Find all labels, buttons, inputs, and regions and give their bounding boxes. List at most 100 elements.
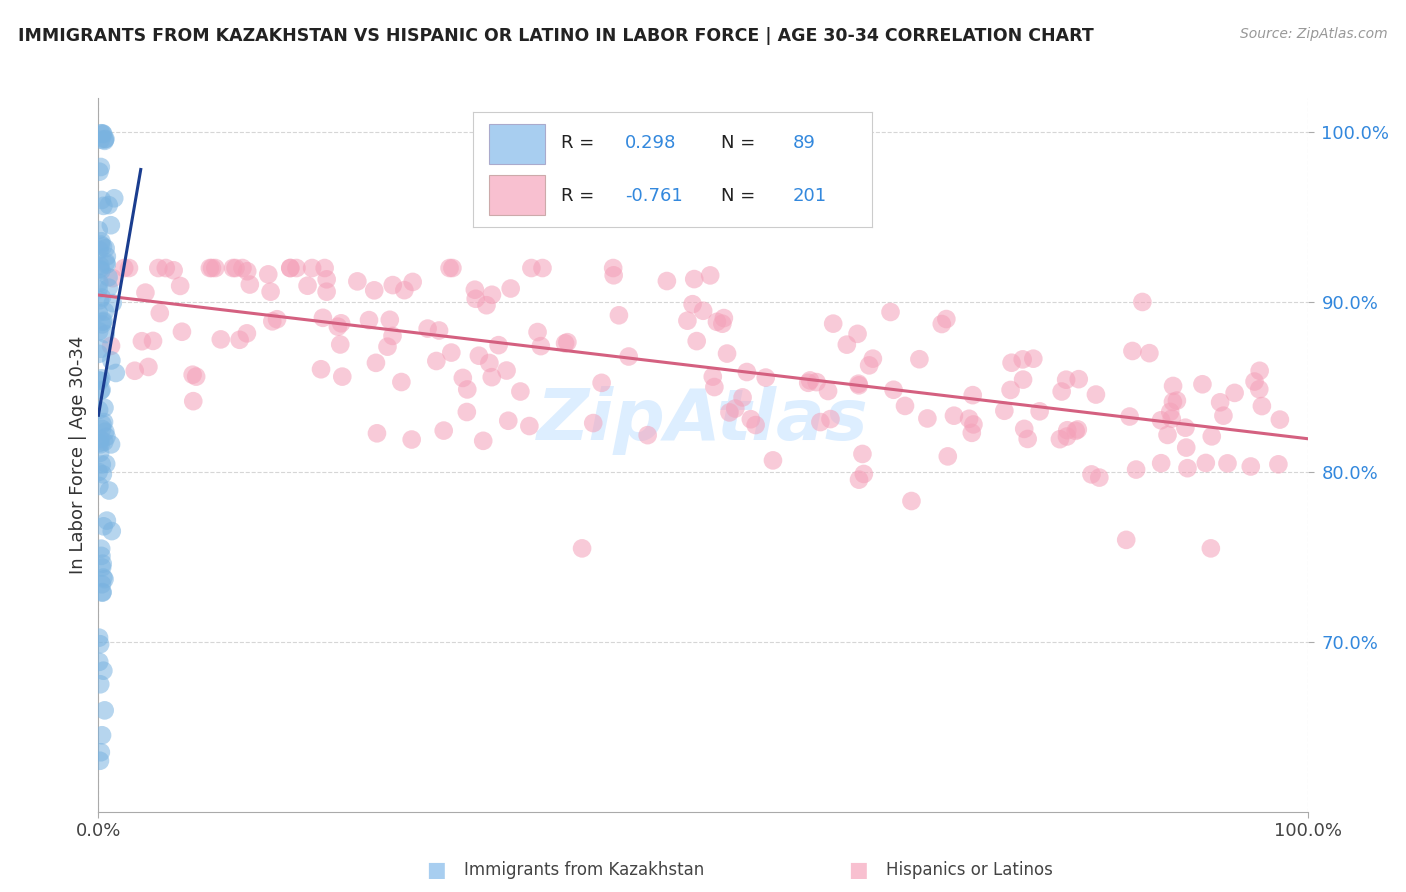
Point <box>138 359 160 374</box>
Point <box>820 412 842 426</box>
Point <box>531 260 554 275</box>
Point <box>89 324 111 338</box>
Point <box>1268 412 1291 426</box>
Point <box>846 326 869 341</box>
Point <box>91 585 114 599</box>
Point <box>366 426 388 441</box>
Point <box>1121 343 1143 358</box>
Point <box>377 340 399 354</box>
Point <box>314 260 336 275</box>
Text: Source: ZipAtlas.com: Source: ZipAtlas.com <box>1240 27 1388 41</box>
Point <box>87 465 110 479</box>
Point <box>699 268 721 283</box>
Point <box>96 257 118 271</box>
Point <box>1249 382 1271 396</box>
Point <box>1150 413 1173 427</box>
Point <box>481 287 503 301</box>
Point <box>163 263 186 277</box>
Point <box>962 417 984 432</box>
Point <box>440 345 463 359</box>
Point <box>416 321 439 335</box>
Point <box>91 422 114 436</box>
Text: ■: ■ <box>848 860 868 880</box>
Point <box>617 350 640 364</box>
Point <box>90 291 112 305</box>
Point <box>89 243 111 257</box>
Point <box>879 305 901 319</box>
Point <box>259 285 281 299</box>
Point <box>90 133 112 147</box>
Point <box>93 519 115 533</box>
Point <box>170 325 193 339</box>
Point <box>894 399 917 413</box>
Point <box>201 260 224 275</box>
Point <box>236 326 259 341</box>
Point <box>87 282 110 296</box>
Point <box>1159 405 1181 419</box>
Point <box>118 260 141 275</box>
Point <box>1212 409 1234 423</box>
Point <box>93 134 115 148</box>
Point <box>100 339 122 353</box>
Point <box>823 317 845 331</box>
Point <box>378 313 401 327</box>
Point <box>1064 424 1087 438</box>
Point <box>346 274 368 288</box>
Point <box>101 271 124 285</box>
Point <box>239 277 262 292</box>
Point <box>724 401 747 416</box>
Point <box>91 585 114 599</box>
Point <box>89 374 111 388</box>
Point <box>91 728 114 742</box>
Point <box>89 293 111 308</box>
Point <box>103 191 125 205</box>
Point <box>692 303 714 318</box>
Point <box>315 272 337 286</box>
Point <box>90 384 112 398</box>
Point <box>1132 295 1154 310</box>
Point <box>91 126 114 140</box>
Point <box>519 419 541 434</box>
Point <box>89 259 111 273</box>
Point <box>1161 379 1184 393</box>
Point <box>456 383 478 397</box>
Point <box>1166 393 1188 408</box>
Point <box>1249 364 1271 378</box>
Point <box>357 313 380 327</box>
Point <box>278 260 301 275</box>
Point <box>852 467 875 481</box>
Point <box>89 655 111 669</box>
Point <box>520 260 543 275</box>
Point <box>301 260 323 275</box>
Point <box>858 359 880 373</box>
Point <box>93 415 115 429</box>
Point <box>131 334 153 349</box>
Point <box>101 296 124 310</box>
Point <box>155 260 177 275</box>
Point <box>481 370 503 384</box>
Text: IMMIGRANTS FROM KAZAKHSTAN VS HISPANIC OR LATINO IN LABOR FORCE | AGE 30-34 CORR: IMMIGRANTS FROM KAZAKHSTAN VS HISPANIC O… <box>18 27 1094 45</box>
Point <box>98 483 121 498</box>
Point <box>100 353 122 368</box>
Point <box>848 473 870 487</box>
Point <box>89 446 111 460</box>
Point <box>1216 456 1239 470</box>
Point <box>686 334 709 348</box>
Point <box>1017 432 1039 446</box>
Point <box>1056 423 1078 437</box>
Point <box>96 514 118 528</box>
Point <box>90 263 112 277</box>
Point <box>1115 533 1137 547</box>
Point <box>682 297 704 311</box>
Point <box>451 371 474 385</box>
Point <box>425 354 447 368</box>
Point <box>90 745 112 759</box>
Point <box>100 218 122 232</box>
Point <box>936 450 959 464</box>
Point <box>204 260 226 275</box>
Point <box>591 376 613 390</box>
Point <box>112 260 135 275</box>
Point <box>900 494 922 508</box>
Point <box>851 447 873 461</box>
Point <box>1000 356 1022 370</box>
